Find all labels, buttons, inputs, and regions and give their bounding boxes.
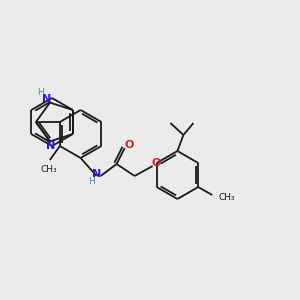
Text: H: H xyxy=(88,178,95,187)
Text: O: O xyxy=(125,140,134,150)
Text: O: O xyxy=(152,158,161,168)
Text: N: N xyxy=(46,141,56,152)
Text: N: N xyxy=(42,94,52,103)
Text: N: N xyxy=(92,169,101,179)
Text: CH₃: CH₃ xyxy=(218,193,235,202)
Text: CH₃: CH₃ xyxy=(40,165,57,174)
Text: H: H xyxy=(38,88,44,97)
